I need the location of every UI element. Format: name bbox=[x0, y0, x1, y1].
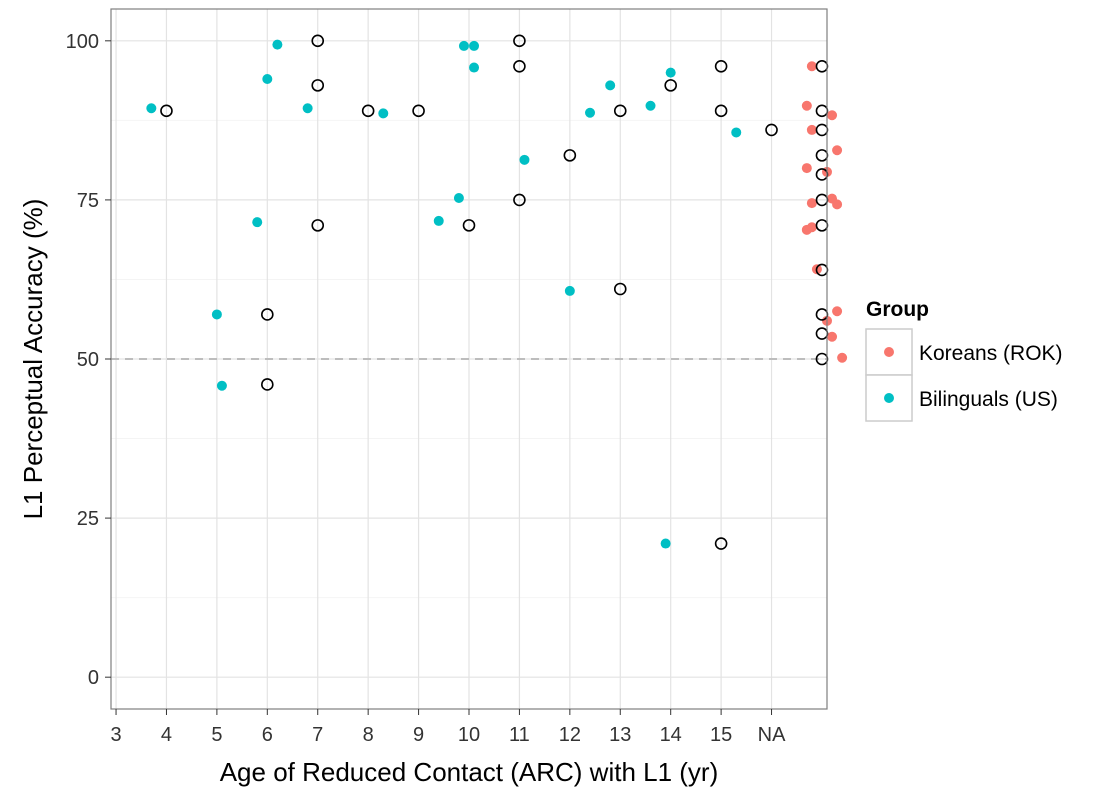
point-open-marker bbox=[513, 59, 526, 73]
point-koreans-rok bbox=[837, 352, 848, 363]
legend: Group Koreans (ROK) Bilinguals (US) bbox=[865, 298, 1063, 422]
point-bilinguals-us bbox=[211, 309, 222, 320]
y-tick-label: 0 bbox=[88, 667, 99, 689]
x-tick-label: 13 bbox=[609, 724, 631, 746]
point-bilinguals-us bbox=[564, 285, 575, 296]
point-open-marker bbox=[714, 537, 728, 550]
point-open-marker bbox=[462, 219, 476, 232]
point-bilinguals-us bbox=[645, 100, 656, 111]
point-bilinguals-us bbox=[378, 108, 389, 119]
x-tick-label: 10 bbox=[458, 724, 480, 746]
point-koreans-rok bbox=[806, 61, 817, 72]
point-koreans-rok bbox=[806, 124, 817, 135]
point-koreans-rok bbox=[801, 100, 812, 111]
x-tick-label: 15 bbox=[710, 724, 732, 746]
point-koreans-rok bbox=[827, 331, 838, 342]
point-koreans-rok bbox=[801, 163, 812, 174]
point-bilinguals-us bbox=[469, 40, 480, 51]
point-bilinguals-us bbox=[458, 40, 469, 51]
point-open-marker bbox=[513, 34, 526, 48]
point-bilinguals-us bbox=[605, 80, 616, 91]
point-open-marker bbox=[261, 378, 274, 391]
point-bilinguals-us bbox=[146, 103, 157, 114]
point-bilinguals-us bbox=[665, 67, 676, 78]
x-tick-label: 5 bbox=[211, 724, 222, 746]
x-tick-label: 9 bbox=[413, 724, 424, 746]
point-bilinguals-us bbox=[433, 215, 444, 226]
x-axis-title: Age of Reduced Contact (ARC) with L1 (yr… bbox=[220, 757, 719, 787]
point-open-marker bbox=[613, 282, 627, 296]
point-koreans-rok bbox=[827, 193, 838, 204]
x-tick-label: 11 bbox=[509, 724, 530, 746]
point-open-marker bbox=[311, 79, 325, 92]
x-tick-label: 14 bbox=[660, 724, 682, 746]
point-koreans-rok bbox=[827, 110, 838, 121]
point-open-marker bbox=[311, 34, 325, 48]
x-tick-label: 8 bbox=[363, 724, 374, 746]
point-open-marker bbox=[261, 308, 274, 321]
y-tick-label: 100 bbox=[66, 31, 99, 53]
point-open-marker bbox=[160, 104, 173, 118]
legend-label-koreans: Koreans (ROK) bbox=[919, 342, 1063, 365]
ticks-layer bbox=[105, 40, 773, 715]
tick-labels-layer: 0 25 50 75 100 3 4 5 6 7 8 9 10 11 12 13 14 15 NA bbox=[66, 31, 786, 746]
y-tick-label: 25 bbox=[77, 508, 99, 530]
point-koreans-rok bbox=[832, 145, 843, 156]
point-bilinguals-us bbox=[262, 74, 273, 84]
point-bilinguals-us bbox=[216, 380, 227, 391]
point-open-marker bbox=[765, 123, 778, 137]
y-tick-label: 50 bbox=[77, 349, 99, 371]
legend-key-koreans bbox=[884, 347, 894, 357]
y-tick-label: 75 bbox=[77, 190, 99, 212]
legend-key-box-2 bbox=[865, 374, 913, 422]
point-open-marker bbox=[714, 59, 728, 73]
point-koreans-rok bbox=[801, 224, 812, 235]
point-bilinguals-us bbox=[731, 127, 742, 138]
point-bilinguals-us bbox=[585, 107, 596, 118]
point-bilinguals-us bbox=[252, 217, 263, 228]
x-tick-label: NA bbox=[758, 724, 786, 746]
x-tick-label: 3 bbox=[110, 724, 121, 746]
x-tick-label: 7 bbox=[312, 724, 323, 746]
point-open-marker bbox=[714, 104, 728, 118]
y-axis-title: L1 Perceptual Accuracy (%) bbox=[18, 199, 48, 520]
point-open-marker bbox=[311, 219, 325, 232]
point-bilinguals-us bbox=[519, 154, 530, 165]
point-open-marker bbox=[513, 193, 526, 207]
point-open-marker bbox=[563, 149, 577, 162]
point-open-marker bbox=[613, 104, 627, 118]
x-tick-label: 12 bbox=[559, 724, 581, 746]
point-open-marker bbox=[361, 104, 375, 118]
point-open-marker bbox=[412, 104, 425, 118]
points-layer bbox=[146, 34, 848, 550]
point-koreans-rok bbox=[806, 198, 817, 209]
point-bilinguals-us bbox=[302, 103, 313, 114]
legend-title: Group bbox=[866, 298, 929, 321]
point-open-marker bbox=[664, 79, 677, 92]
x-tick-label: 6 bbox=[262, 724, 273, 746]
point-koreans-rok bbox=[832, 306, 843, 317]
point-bilinguals-us bbox=[453, 193, 464, 203]
point-bilinguals-us bbox=[660, 538, 671, 549]
point-bilinguals-us bbox=[469, 62, 480, 73]
legend-key-bilinguals bbox=[884, 393, 894, 403]
legend-label-bilinguals: Bilinguals (US) bbox=[919, 388, 1058, 411]
x-tick-label: 4 bbox=[161, 724, 172, 746]
point-bilinguals-us bbox=[272, 39, 283, 50]
